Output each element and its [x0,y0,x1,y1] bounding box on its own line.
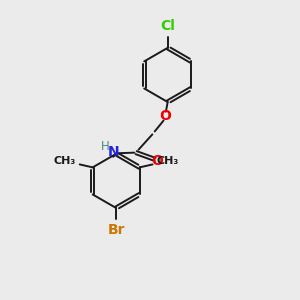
Text: N: N [107,145,119,159]
Text: CH₃: CH₃ [54,157,76,166]
Text: O: O [159,109,171,123]
Text: CH₃: CH₃ [156,157,178,166]
Text: O: O [152,154,163,168]
Text: Cl: Cl [160,19,175,32]
Text: Br: Br [107,223,125,237]
Text: H: H [100,140,109,153]
